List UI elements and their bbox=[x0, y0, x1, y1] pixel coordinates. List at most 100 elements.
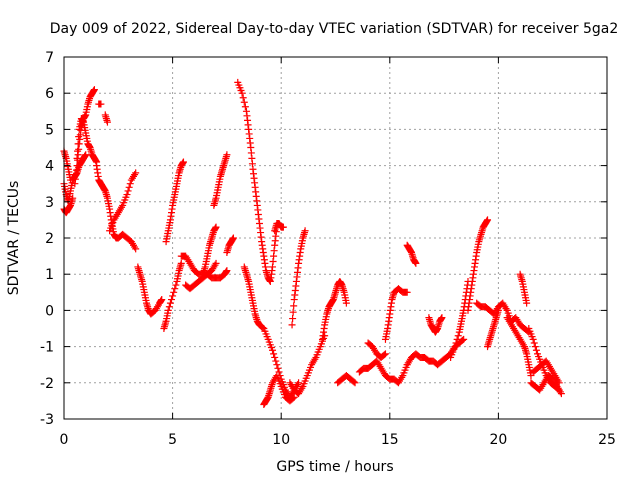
data-point-arc-n bbox=[212, 259, 220, 267]
y-tick-label: -1 bbox=[40, 340, 54, 356]
x-tick-label: 15 bbox=[381, 432, 399, 448]
data-point-arc-ad bbox=[460, 335, 468, 343]
x-tick-label: 25 bbox=[598, 432, 616, 448]
data-point-arc-e bbox=[74, 140, 82, 148]
data-point-arc-af bbox=[453, 335, 461, 343]
data-point-arc-af bbox=[454, 332, 462, 340]
data-point-arc-f bbox=[97, 100, 105, 108]
data-point-arc-u bbox=[289, 394, 297, 402]
data-point-arc-w bbox=[288, 321, 296, 329]
data-point-arc-w bbox=[301, 227, 309, 235]
data-point-arc-an bbox=[557, 390, 565, 398]
data-point-arc-al bbox=[531, 343, 539, 351]
data-point-arc-q bbox=[229, 234, 237, 242]
data-point-arc-aa bbox=[381, 350, 389, 358]
y-tick-labels: -3 -2 -1 0 1 2 3 4 5 6 7 bbox=[40, 50, 54, 428]
data-point-arc-a bbox=[82, 151, 90, 159]
data-point-arc-al bbox=[532, 346, 540, 354]
data-point-arc-u bbox=[290, 393, 298, 401]
data-point-arc-s bbox=[273, 361, 281, 369]
data-point-arc-k bbox=[171, 285, 179, 293]
x-tick-label: 0 bbox=[60, 432, 69, 448]
x-tick-label: 5 bbox=[168, 432, 177, 448]
x-tick-label: 10 bbox=[272, 432, 290, 448]
data-point-arc-w bbox=[289, 315, 297, 323]
y-tick-label: 5 bbox=[45, 122, 54, 138]
y-tick-label: -2 bbox=[40, 376, 54, 392]
x-axis-label: GPS time / hours bbox=[276, 459, 393, 475]
y-tick-label: 4 bbox=[45, 159, 54, 175]
data-point-arc-aa bbox=[380, 351, 388, 359]
axis-ticks bbox=[63, 56, 608, 420]
data-point-arc-k bbox=[177, 259, 185, 267]
data-point-arc-s bbox=[275, 368, 283, 376]
chart-title: Day 009 of 2022, Sidereal Day-to-day VTE… bbox=[50, 21, 619, 37]
data-point-arc-al bbox=[530, 339, 538, 347]
data-point-arc-s bbox=[272, 357, 280, 365]
data-point-arc-k bbox=[164, 306, 172, 314]
data-point-arc-s bbox=[271, 353, 279, 361]
data-point-arc-m bbox=[223, 267, 231, 275]
data-point-arc-e bbox=[75, 133, 83, 141]
data-point-arc-b bbox=[69, 194, 77, 202]
data-point-arc-i bbox=[125, 183, 133, 191]
data-point-arc-e bbox=[74, 147, 82, 155]
y-tick-label: 3 bbox=[45, 195, 54, 211]
data-point-arc-r bbox=[238, 89, 246, 97]
data-point-arc-ae bbox=[438, 314, 446, 322]
data-point-arc-i bbox=[124, 187, 132, 195]
data-point-arc-af bbox=[452, 339, 460, 347]
x-tick-label: 20 bbox=[489, 432, 507, 448]
x-tick-labels: 0 5 10 15 20 25 bbox=[60, 432, 616, 448]
data-point-arc-k bbox=[166, 299, 174, 307]
data-point-arc-w bbox=[289, 308, 297, 316]
data-point-arc-ac bbox=[412, 259, 420, 267]
data-point-arc-t bbox=[279, 223, 287, 231]
data-point-arc-e bbox=[73, 154, 81, 162]
data-point-arc-s bbox=[295, 379, 303, 387]
data-point-arc-y bbox=[350, 378, 358, 386]
y-axis-label: SDTVAR / TECUs bbox=[6, 181, 22, 296]
data-point-arc-k bbox=[165, 303, 173, 311]
data-point-arc-k bbox=[170, 288, 178, 296]
data-point-arc-s bbox=[274, 364, 282, 372]
data-point-arc-aj bbox=[527, 372, 535, 380]
data-point-arc-ai bbox=[494, 306, 502, 314]
y-tick-label: 1 bbox=[45, 267, 54, 283]
data-point-arc-h bbox=[132, 245, 140, 253]
data-point-arc-af bbox=[451, 343, 459, 351]
data-point-arc-p bbox=[223, 151, 231, 159]
y-tick-label: 0 bbox=[45, 303, 54, 319]
data-point-arc-i bbox=[132, 169, 140, 177]
data-point-arc-ak bbox=[523, 299, 531, 307]
data-point-arc-al bbox=[529, 335, 537, 343]
data-point-arc-i bbox=[126, 180, 134, 188]
data-point-arc-x bbox=[342, 299, 350, 307]
data-point-arc-i bbox=[123, 191, 131, 199]
data-point-arc-s bbox=[259, 324, 267, 332]
y-tick-label: 6 bbox=[45, 86, 54, 102]
data-point-arc-ad bbox=[459, 336, 467, 344]
y-tick-label: -3 bbox=[40, 412, 54, 428]
data-point-arc-y bbox=[351, 379, 359, 387]
data-point-arc-g bbox=[103, 118, 111, 126]
data-point-arc-k bbox=[168, 296, 176, 304]
data-point-arc-o bbox=[212, 223, 220, 231]
data-point-arc-ag bbox=[484, 216, 492, 224]
data-point-arc-s bbox=[270, 350, 278, 358]
data-point-arc-r bbox=[239, 94, 247, 102]
data-point-arc-d bbox=[90, 86, 98, 94]
data-point-arc-l bbox=[179, 158, 187, 166]
data-point-arc-ab bbox=[403, 288, 411, 296]
data-point-arc-w bbox=[290, 302, 298, 310]
data-point-arc-k bbox=[169, 292, 177, 300]
data-point-arc-c bbox=[67, 176, 75, 184]
data-points bbox=[60, 78, 565, 409]
data-point-arc-s bbox=[269, 346, 277, 354]
data-point-arc-k bbox=[172, 281, 180, 289]
y-tick-label: 2 bbox=[45, 231, 54, 247]
data-point-arc-r bbox=[241, 103, 249, 111]
data-point-arc-r bbox=[240, 98, 248, 106]
data-point-arc-j bbox=[158, 296, 166, 304]
